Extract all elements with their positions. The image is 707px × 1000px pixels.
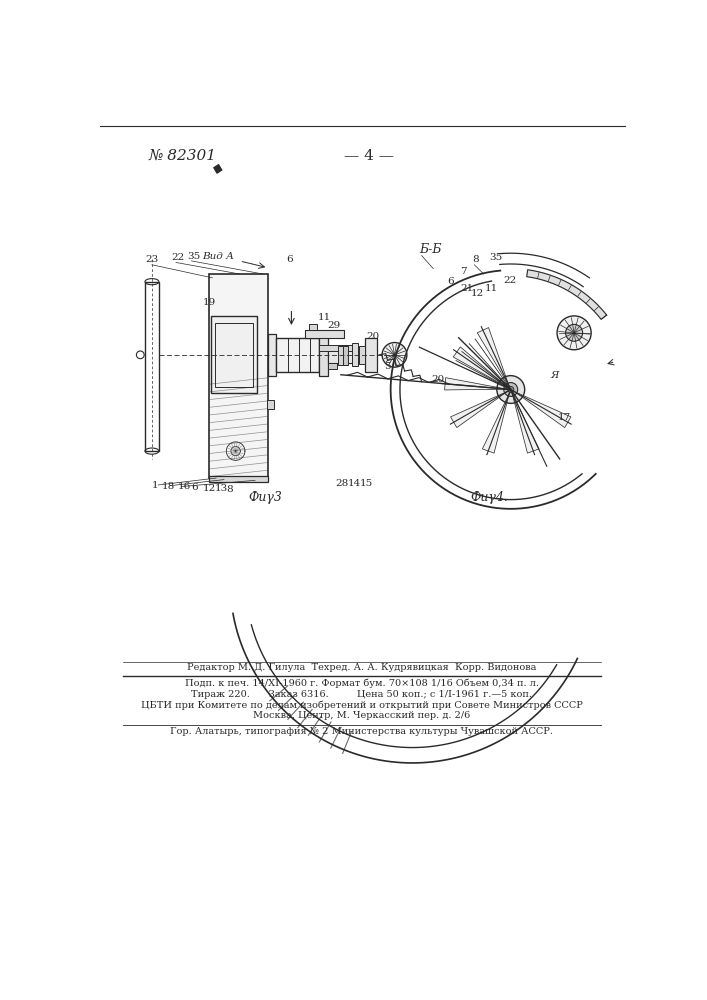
Text: 8: 8 (472, 255, 479, 264)
Text: 11: 11 (317, 313, 331, 322)
Polygon shape (482, 393, 510, 453)
Text: Тираж 220.      Заказ 6316.         Цена 50 коп.; с 1/I-1961 г.—5 коп.: Тираж 220. Заказ 6316. Цена 50 коп.; с 1… (192, 690, 532, 699)
Polygon shape (512, 393, 539, 453)
Text: — 4 —: — 4 — (344, 149, 394, 163)
Text: 6: 6 (448, 277, 454, 286)
Text: 29: 29 (327, 321, 340, 330)
Text: 22: 22 (503, 276, 516, 285)
Bar (209, 274, 268, 478)
Text: 8: 8 (226, 485, 233, 494)
Text: 20: 20 (366, 332, 379, 341)
Text: 6: 6 (192, 483, 198, 492)
Circle shape (497, 376, 525, 403)
Text: 12: 12 (203, 484, 216, 493)
Text: 28: 28 (335, 479, 348, 488)
Bar (359, 346, 365, 364)
Text: 7: 7 (460, 267, 467, 276)
Text: Я: Я (550, 371, 559, 380)
Bar (328, 347, 367, 363)
Text: 22: 22 (171, 253, 185, 262)
Text: Фиγ4.: Фиγ4. (470, 491, 508, 504)
Circle shape (557, 316, 591, 350)
Text: 15: 15 (360, 479, 373, 488)
Text: 17: 17 (558, 413, 571, 422)
Text: Подп. к печ. 14/XI-1960 г. Формат бум. 70×108 1/16 Объем 0,34 п. л.: Подп. к печ. 14/XI-1960 г. Формат бум. 7… (185, 678, 539, 688)
Polygon shape (514, 391, 571, 428)
Bar (211, 316, 257, 393)
Bar (320, 345, 354, 351)
Text: Гор. Алатырь, типография № 2 Министерства культуры Чувашской АССР.: Гор. Алатырь, типография № 2 Министерств… (170, 727, 554, 736)
Polygon shape (453, 347, 508, 387)
Circle shape (382, 343, 407, 367)
Text: Б-Б: Б-Б (419, 243, 442, 256)
Text: 35: 35 (187, 252, 201, 261)
Bar (338, 346, 343, 365)
Polygon shape (445, 378, 507, 390)
Circle shape (136, 351, 144, 359)
Polygon shape (477, 328, 509, 386)
Bar (352, 343, 358, 366)
Bar (267, 400, 274, 409)
Circle shape (504, 383, 518, 396)
Text: 12: 12 (472, 289, 484, 298)
Text: 21: 21 (460, 284, 474, 293)
Polygon shape (214, 165, 222, 173)
Bar (365, 338, 377, 372)
Bar (276, 338, 319, 372)
Text: 20: 20 (432, 375, 445, 384)
Text: 14: 14 (348, 479, 361, 488)
Text: 16: 16 (177, 482, 191, 491)
Bar (309, 324, 317, 330)
Bar (319, 334, 328, 376)
Text: Москва, Центр, М. Черкасский пер. д. 2/6: Москва, Центр, М. Черкасский пер. д. 2/6 (253, 711, 471, 720)
Text: 5: 5 (385, 362, 391, 371)
Bar (215, 323, 253, 387)
Bar (328, 363, 337, 369)
Bar (145, 282, 159, 451)
Text: Вид А: Вид А (202, 252, 234, 261)
Bar (344, 346, 348, 365)
Text: Редактор М. Д. Гилула  Техред. А. А. Кудрявицкая  Корр. Видонова: Редактор М. Д. Гилула Техред. А. А. Кудр… (187, 663, 537, 672)
Bar (268, 334, 276, 376)
Polygon shape (450, 391, 508, 428)
Circle shape (508, 386, 514, 393)
Circle shape (566, 324, 583, 341)
Text: 23: 23 (146, 255, 159, 264)
Bar (209, 476, 268, 482)
Text: 11: 11 (484, 284, 498, 293)
Text: 1: 1 (152, 481, 158, 490)
Text: 35: 35 (489, 253, 502, 262)
Bar (305, 330, 344, 338)
Text: 6: 6 (286, 255, 293, 264)
Text: Фиγ3: Фиγ3 (249, 491, 283, 504)
Polygon shape (527, 270, 607, 319)
Text: ЦБТИ при Комитете по делам изобретений и открытий при Совете Министров СССР: ЦБТИ при Комитете по делам изобретений и… (141, 700, 583, 710)
Text: № 82301: № 82301 (149, 149, 217, 163)
Text: 18: 18 (162, 482, 175, 491)
Text: 19: 19 (203, 298, 216, 307)
Text: 13: 13 (215, 484, 228, 493)
